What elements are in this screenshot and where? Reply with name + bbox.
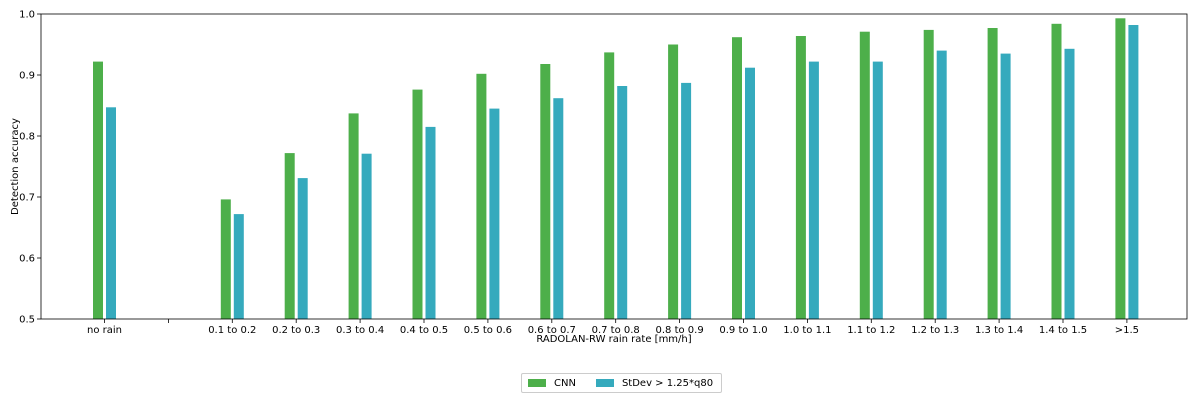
bar-cnn-11 <box>795 36 806 319</box>
x-tick-label: 1.2 to 1.3 <box>911 325 959 336</box>
bar-cnn-12 <box>859 31 870 319</box>
bar-stdev-12 <box>872 61 883 319</box>
legend-item-cnn: CNN <box>528 378 576 389</box>
bar-cnn-10 <box>732 37 742 319</box>
x-tick-label: 1.3 to 1.4 <box>975 325 1023 336</box>
legend-label-stdev: StDev > 1.25*q80 <box>621 377 714 389</box>
x-tick-label: 0.4 to 0.5 <box>400 325 448 336</box>
bar-cnn-2 <box>220 199 231 319</box>
x-tick-label: 0.8 to 0.9 <box>655 325 703 336</box>
bar-stdev-15 <box>1064 48 1075 320</box>
y-axis: 0.5 0.6 0.7 0.8 0.9 1.0 <box>19 10 41 326</box>
bar-cnn-15 <box>1051 23 1062 320</box>
x-tick-label: 1.1 to 1.2 <box>847 325 895 336</box>
bar-stdev-16 <box>1128 25 1139 319</box>
x-tick-label: 0.2 to 0.3 <box>272 325 320 336</box>
x-tick-label: 0.9 to 1.0 <box>719 325 767 336</box>
x-tick-label: 0.5 to 0.6 <box>464 325 512 336</box>
x-tick-label: no rain <box>87 325 122 336</box>
y-tick-label: 0.9 <box>19 71 35 82</box>
legend: CNN StDev > 1.25*q80 <box>521 373 723 393</box>
bars-group <box>93 18 1139 320</box>
x-tick-label: 1.4 to 1.5 <box>1039 325 1087 336</box>
bar-cnn-8 <box>604 52 615 320</box>
bar-cnn-3 <box>284 153 295 319</box>
x-tick-label: 0.1 to 0.2 <box>208 325 256 336</box>
bar-cnn-5 <box>412 89 423 319</box>
y-tick-label: 0.7 <box>19 193 35 204</box>
x-axis-label: RADOLAN-RW rain rate [mm/h] <box>536 334 691 345</box>
bar-cnn-4 <box>348 113 359 320</box>
x-tick-label: 1.0 to 1.1 <box>783 325 831 336</box>
bar-cnn-14 <box>987 28 998 319</box>
bar-cnn-0 <box>93 61 103 319</box>
y-axis-label: Detection accuracy <box>10 118 21 215</box>
bar-cnn-16 <box>1115 18 1126 320</box>
bar-stdev-11 <box>808 61 819 319</box>
bar-stdev-14 <box>1000 53 1011 319</box>
x-tick-label: 0.7 to 0.8 <box>592 325 640 336</box>
x-tick-label: 0.3 to 0.4 <box>336 325 384 336</box>
plot-frame <box>40 13 1188 320</box>
bar-cnn-6 <box>476 73 487 319</box>
bar-stdev-8 <box>617 86 628 319</box>
x-axis: no rain 0.1 to 0.2 0.2 to 0.3 0.3 to 0.4 0.4… <box>87 319 1139 336</box>
bar-cnn-13 <box>923 29 934 320</box>
bar-stdev-10 <box>745 67 755 319</box>
legend-swatch-cnn <box>528 379 546 387</box>
bar-cnn-9 <box>668 44 679 319</box>
legend-item-stdev: StDev > 1.25*q80 <box>595 377 714 389</box>
y-tick-label: 0.5 <box>19 315 35 326</box>
bar-stdev-6 <box>489 108 500 319</box>
bar-stdev-0 <box>106 107 116 319</box>
y-tick-label: 0.6 <box>19 254 35 265</box>
x-tick-label: 0.6 to 0.7 <box>528 325 576 336</box>
y-tick-label: 1.0 <box>19 10 35 21</box>
bar-stdev-5 <box>425 126 436 320</box>
bar-stdev-3 <box>297 178 308 319</box>
legend-label-cnn: CNN <box>554 377 576 389</box>
bar-cnn-7 <box>540 64 551 319</box>
legend-swatch-stdev <box>595 379 614 387</box>
bar-stdev-7 <box>553 98 564 319</box>
bar-stdev-4 <box>361 153 372 319</box>
bar-stdev-9 <box>681 82 692 320</box>
y-tick-label: 0.8 <box>19 132 35 143</box>
x-tick-label: >1.5 <box>1115 325 1139 336</box>
bar-stdev-2 <box>233 214 244 319</box>
bar-stdev-13 <box>936 50 947 319</box>
